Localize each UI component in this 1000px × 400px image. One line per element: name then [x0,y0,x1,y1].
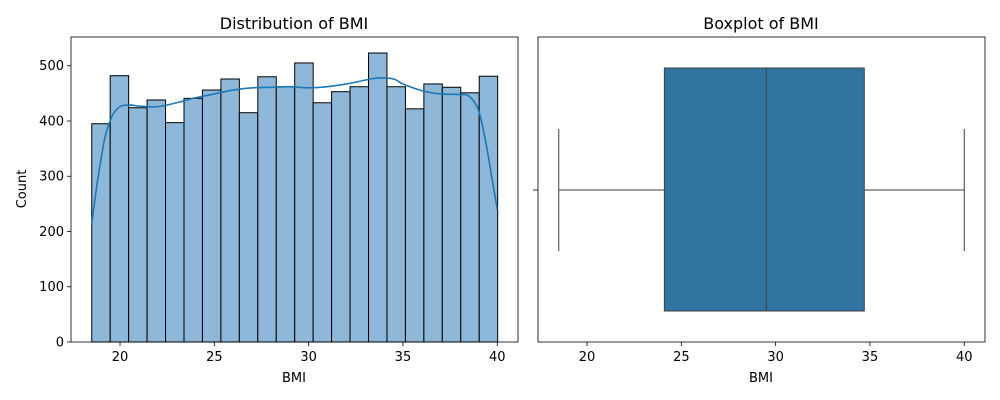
y-tick-label: 400 [39,114,64,129]
kde-line [90,77,499,224]
histogram-bar [294,62,314,343]
x-tick-label: 35 [862,350,879,365]
histogram-bar [441,86,462,343]
histogram-bars [91,52,499,343]
boxplot-elements [558,67,965,312]
histogram-bar [349,86,370,343]
iqr-box [663,67,865,312]
x-tick-label: 40 [956,350,973,365]
x-tick-label: 30 [767,350,784,365]
x-tick-label: 20 [112,350,129,365]
boxplot-axes-frame [537,36,986,343]
boxplot-title: Boxplot of BMI [703,14,819,33]
y-tick-label: 500 [39,59,64,74]
histogram-bar [386,86,406,343]
histogram-bar [478,75,499,343]
histogram-bar [275,86,296,343]
histogram-bar [238,112,259,343]
x-tick-label: 30 [300,350,317,365]
x-tick-label: 25 [206,350,223,365]
x-tick-label: 20 [579,350,596,365]
histogram-bar [257,76,277,343]
histogram-bar [312,102,333,343]
histogram-bar [331,91,351,343]
histogram-panel: Distribution of BMI 20 25 30 35 40 0 100 200 30… [15,14,519,386]
histogram-bar [146,99,167,343]
histogram-x-ticks: 20 25 30 35 40 [112,342,506,365]
boxplot-panel: Boxplot of BMI 20 25 30 35 40 BMI [533,14,986,386]
histogram-axes-frame [70,36,519,343]
boxplot-x-axis-label: BMI [749,371,773,386]
y-tick-label: 200 [39,225,64,240]
histogram-y-axis-label: Count [15,170,30,209]
histogram-bar [220,78,240,343]
histogram-bar [460,92,480,343]
histogram-bar [423,83,443,343]
histogram-bar [183,97,203,343]
x-tick-label: 40 [489,350,506,365]
histogram-bar [201,89,222,343]
histogram-bar [165,122,185,343]
y-tick-label: 0 [56,336,64,351]
y-tick-label: 100 [39,280,64,295]
histogram-title: Distribution of BMI [220,14,368,33]
y-tick-label: 300 [39,170,64,185]
histogram-bar [404,108,425,343]
histogram-bar [368,52,388,343]
x-tick-label: 35 [395,350,412,365]
histogram-bar [128,107,148,343]
boxplot-x-ticks: 20 25 30 35 40 [579,342,973,365]
histogram-x-axis-label: BMI [282,371,306,386]
histogram-y-ticks: 0 100 200 300 400 500 [39,59,71,351]
x-tick-label: 25 [673,350,690,365]
